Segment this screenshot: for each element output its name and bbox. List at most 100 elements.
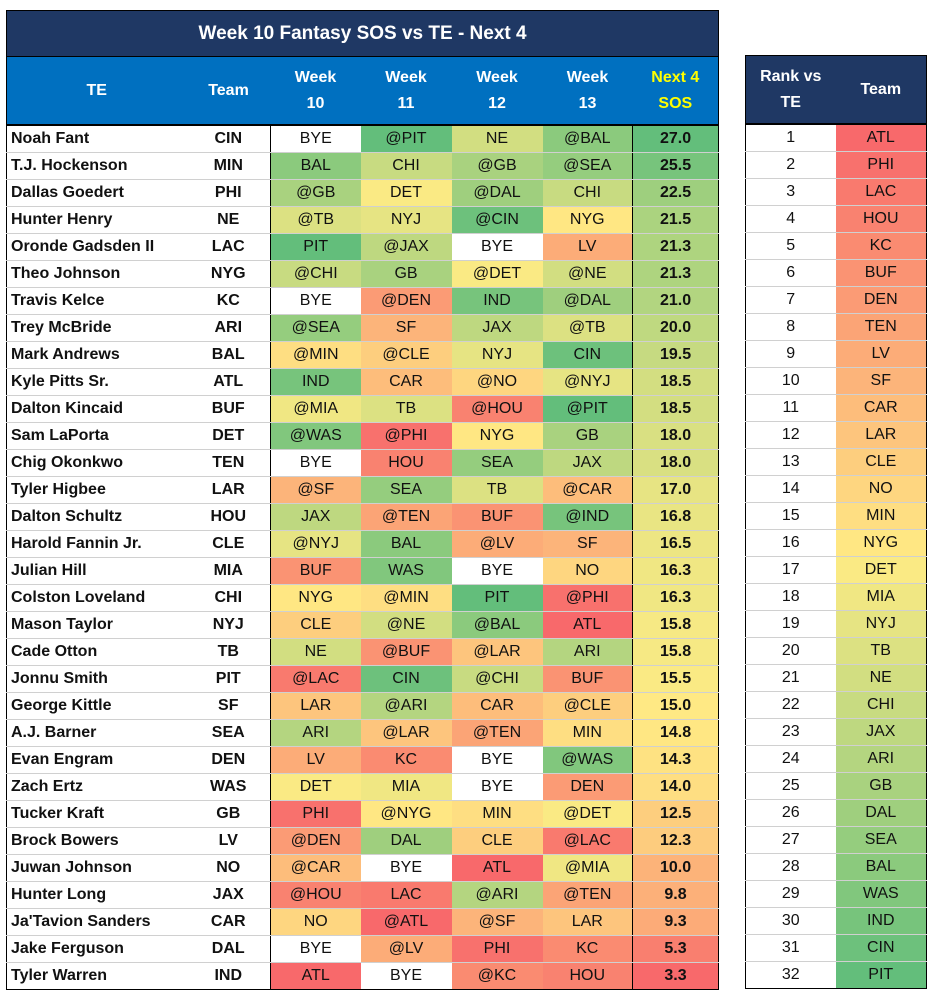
table-row: Brock Bowers LV @DEN DAL CLE @LAC 12.3 (6, 827, 720, 855)
rank-number: 31 (745, 934, 836, 962)
rank-row: 27 SEA (745, 826, 927, 854)
table-row: Oronde Gadsden II LAC PIT @JAX BYE LV 21.3 (6, 233, 720, 261)
player-name: T.J. Hockenson (6, 152, 187, 180)
player-name: Trey McBride (6, 314, 187, 342)
rank-number: 23 (745, 718, 836, 746)
rank-team: LAR (835, 421, 927, 449)
player-name: Evan Engram (6, 746, 187, 774)
sos-value: 9.3 (631, 908, 720, 936)
player-team: HOU (186, 503, 271, 531)
rank-row: 18 MIA (745, 583, 927, 611)
opponent-week-10: LAR (270, 692, 361, 720)
table-row: Dalton Schultz HOU JAX @TEN BUF @IND 16.8 (6, 503, 720, 531)
rank-number: 26 (745, 799, 836, 827)
sos-value: 15.0 (631, 692, 720, 720)
rank-team: CAR (835, 394, 927, 422)
opponent-week-12: @DET (451, 260, 543, 288)
opponent-week-10: @HOU (270, 881, 361, 909)
opponent-week-13: @TB (542, 314, 633, 342)
opponent-week-13: KC (542, 935, 633, 963)
rank-number: 9 (745, 340, 836, 368)
opponent-week-13: LV (542, 233, 633, 261)
rank-row: 8 TEN (745, 313, 927, 341)
player-name: Noah Fant (6, 125, 187, 153)
rank-number: 8 (745, 313, 836, 341)
player-team: TB (186, 638, 271, 666)
player-team: CIN (186, 125, 271, 153)
player-team: MIN (186, 152, 271, 180)
rank-team: PHI (835, 151, 927, 179)
player-name: Juwan Johnson (6, 854, 187, 882)
table-row: Tucker Kraft GB PHI @NYG MIN @DET 12.5 (6, 800, 720, 828)
rank-number: 20 (745, 637, 836, 665)
opponent-week-10: PHI (270, 800, 361, 828)
rank-team: DEN (835, 286, 927, 314)
table-row: Tyler Warren IND ATL BYE @KC HOU 3.3 (6, 962, 720, 990)
opponent-week-10: @CAR (270, 854, 361, 882)
rank-row: 19 NYJ (745, 610, 927, 638)
opponent-week-10: ARI (270, 719, 361, 747)
player-team: DAL (186, 935, 271, 963)
player-team: JAX (186, 881, 271, 909)
player-team: BAL (186, 341, 271, 369)
table-row: Harold Fannin Jr. CLE @NYJ BAL @LV SF 16.5 (6, 530, 720, 558)
opponent-week-11: DET (360, 179, 452, 207)
table-row: Hunter Long JAX @HOU LAC @ARI @TEN 9.8 (6, 881, 720, 909)
player-team: WAS (186, 773, 271, 801)
opponent-week-11: @JAX (360, 233, 452, 261)
opponent-week-10: BUF (270, 557, 361, 585)
sos-column-header: Next 4 SOS (632, 56, 720, 126)
player-name: Jonnu Smith (6, 665, 187, 693)
rank-number: 5 (745, 232, 836, 260)
player-name: Dallas Goedert (6, 179, 187, 207)
sos-value: 16.5 (631, 530, 720, 558)
opponent-week-11: @NYG (360, 800, 452, 828)
opponent-week-10: BAL (270, 152, 361, 180)
rank-number: 4 (745, 205, 836, 233)
opponent-week-11: @ATL (360, 908, 452, 936)
opponent-week-13: @PIT (542, 395, 633, 423)
sos-value: 21.0 (631, 287, 720, 315)
rank-number: 32 (745, 961, 836, 989)
player-team: LV (186, 827, 271, 855)
opponent-week-11: SF (360, 314, 452, 342)
sos-value: 9.8 (631, 881, 720, 909)
opponent-week-11: @ARI (360, 692, 452, 720)
player-name: Kyle Pitts Sr. (6, 368, 187, 396)
table-row: Evan Engram DEN LV KC BYE @WAS 14.3 (6, 746, 720, 774)
table-row: Sam LaPorta DET @WAS @PHI NYG GB 18.0 (6, 422, 720, 450)
rank-team: BAL (835, 853, 927, 881)
player-team: DET (186, 422, 271, 450)
rank-team: MIA (835, 583, 927, 611)
table-row: Dalton Kincaid BUF @MIA TB @HOU @PIT 18.5 (6, 395, 720, 423)
opponent-week-10: JAX (270, 503, 361, 531)
sos-value: 17.0 (631, 476, 720, 504)
rank-number: 17 (745, 556, 836, 584)
opponent-week-12: PIT (451, 584, 543, 612)
rank-row: 9 LV (745, 340, 927, 368)
opponent-week-10: BYE (270, 125, 361, 153)
rank-team: ARI (835, 745, 927, 773)
rank-team: CIN (835, 934, 927, 962)
opponent-week-11: @NE (360, 611, 452, 639)
rank-number: 3 (745, 178, 836, 206)
opponent-week-13: @NYJ (542, 368, 633, 396)
opponent-week-11: CAR (360, 368, 452, 396)
opponent-week-10: NO (270, 908, 361, 936)
opponent-week-12: NE (451, 125, 543, 153)
player-team: ATL (186, 368, 271, 396)
sos-table: Week 10 Fantasy SOS vs TE - Next 4 TE Te… (5, 10, 720, 990)
player-team: KC (186, 287, 271, 315)
sos-value: 16.3 (631, 557, 720, 585)
rank-team: DET (835, 556, 927, 584)
table-row: Colston Loveland CHI NYG @MIN PIT @PHI 16.3 (6, 584, 720, 612)
opponent-week-12: BYE (451, 557, 543, 585)
rank-team: NO (835, 475, 927, 503)
opponent-week-11: KC (360, 746, 452, 774)
opponent-week-12: @SF (451, 908, 543, 936)
opponent-week-12: @HOU (451, 395, 543, 423)
player-team: SEA (186, 719, 271, 747)
sos-value: 14.3 (631, 746, 720, 774)
sos-value: 25.5 (631, 152, 720, 180)
opponent-week-11: @BUF (360, 638, 452, 666)
